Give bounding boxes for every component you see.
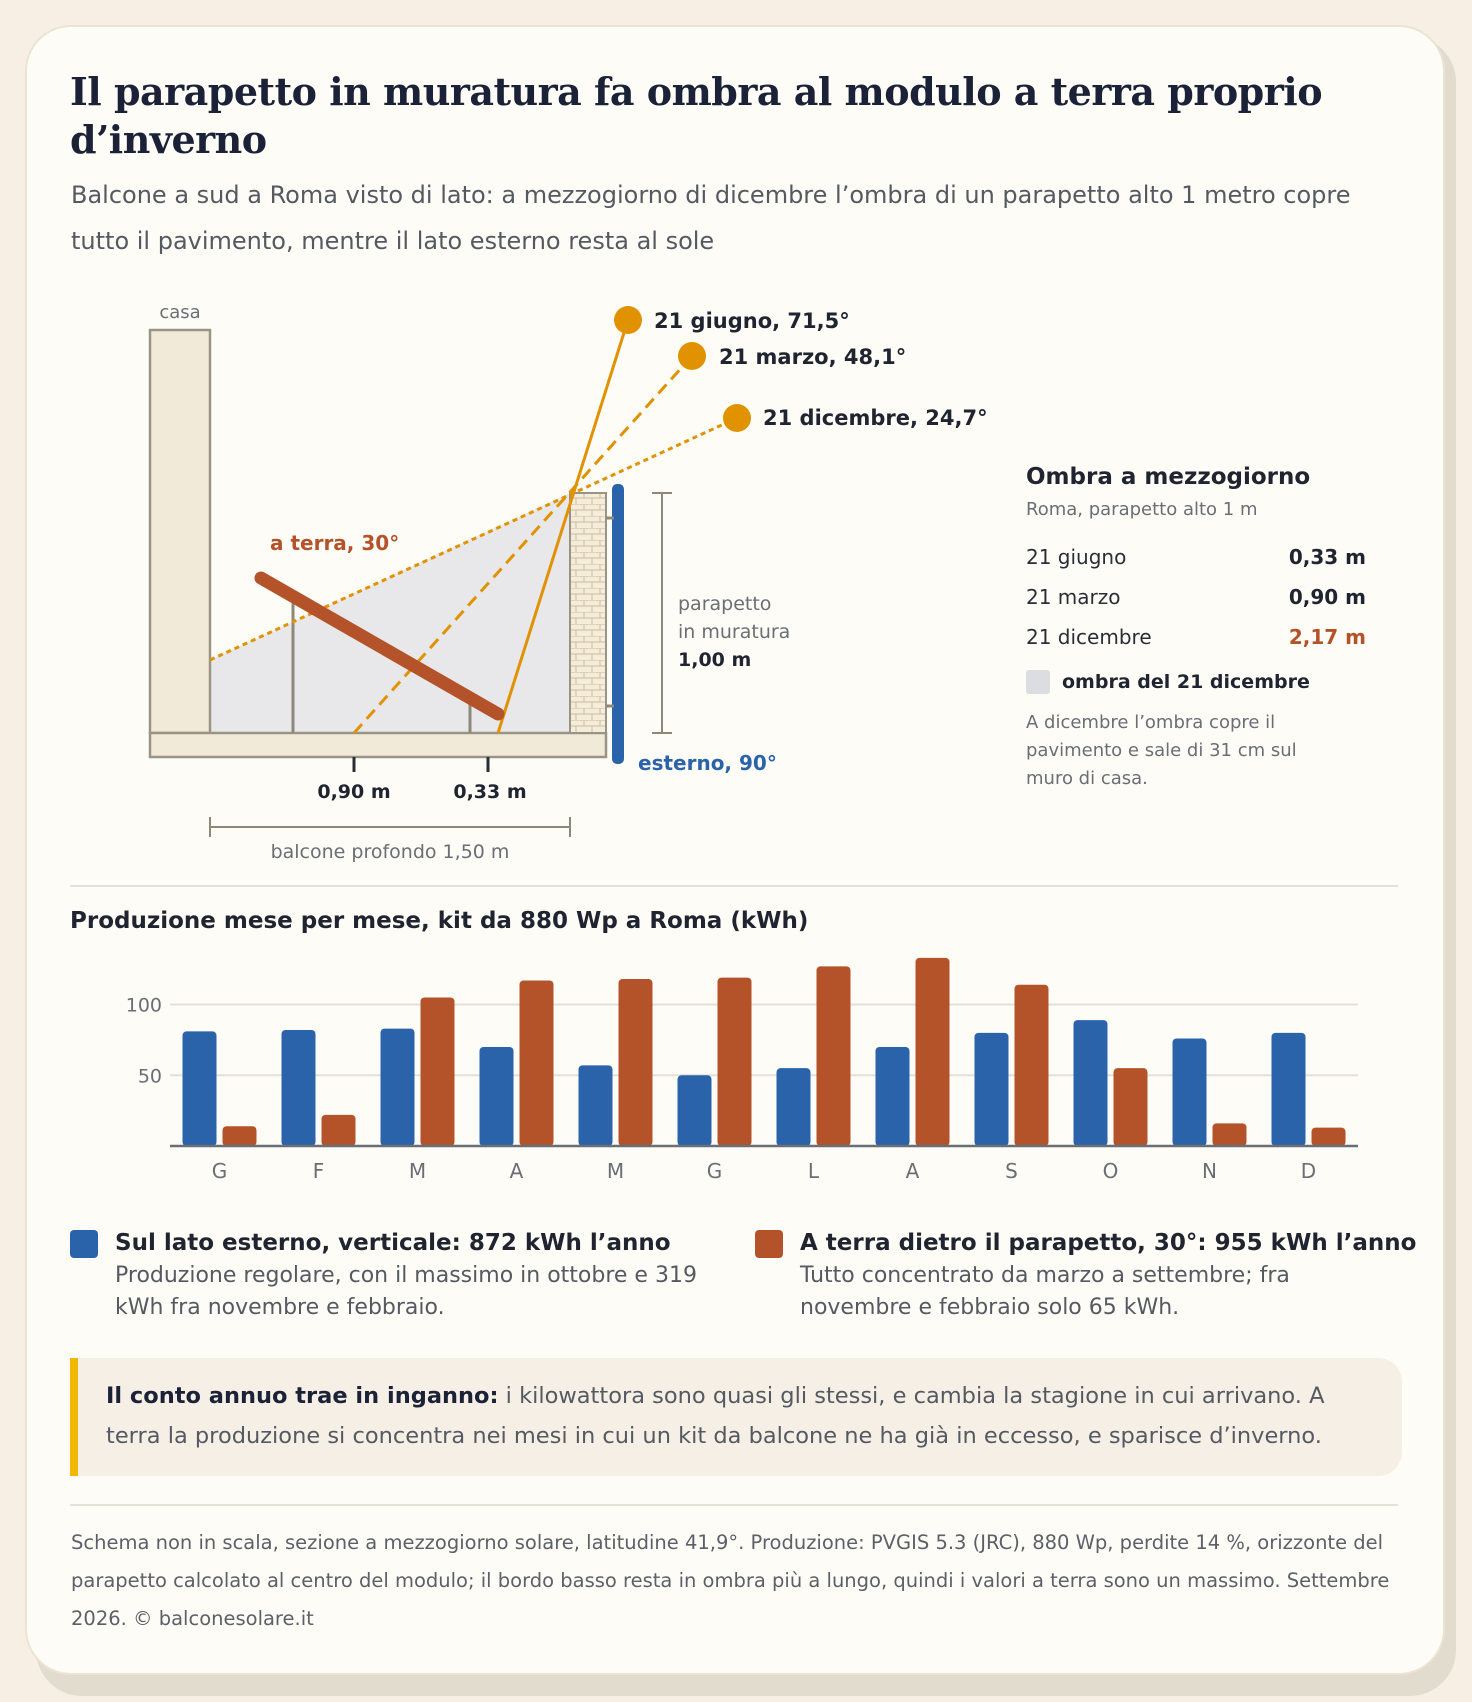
masonry-parapet [569, 492, 607, 734]
bar-ground [915, 957, 950, 1146]
callout-bold: Il conto annuo trae in inganno: [106, 1383, 499, 1409]
bar-ground [1014, 984, 1049, 1146]
bar-exterior [479, 1046, 514, 1146]
shadow-note: A dicembre l’ombra copre il pavimento e … [1026, 712, 1297, 789]
balcony-section-diagram: casa 21 giugno, 71,5° 21 marzo, 48,1° 21… [148, 302, 988, 863]
y-tick-label: 50 [138, 1065, 162, 1087]
sun-june-label: 21 giugno, 71,5° [654, 309, 850, 333]
shadow-row-label: 21 marzo [1026, 585, 1121, 609]
x-tick-label: F [313, 1159, 325, 1183]
bar-exterior [1271, 1032, 1306, 1146]
x-tick-label: S [1005, 1159, 1018, 1183]
legend-ground-title: A terra dietro il parapetto, 30°: 955 kW… [800, 1230, 1417, 1256]
page-title: Il parapetto in muratura fa ombra al mod… [70, 69, 1323, 162]
x-tick-label: G [707, 1159, 723, 1183]
shadow-table-subtitle: Roma, parapetto alto 1 m [1026, 499, 1258, 520]
legend-exterior-title: Sul lato esterno, verticale: 872 kWh l’a… [115, 1230, 671, 1256]
shadow-row-value: 0,33 m [1288, 545, 1366, 569]
legend-ground-swatch [755, 1230, 783, 1258]
legend-exterior-desc: Produzione regolare, con il massimo in o… [115, 1263, 697, 1320]
y-tick-label: 100 [126, 995, 162, 1017]
x-tick-label: M [607, 1159, 624, 1183]
bar-exterior [974, 1032, 1009, 1146]
shadow-legend-label: ombra del 21 dicembre [1062, 671, 1310, 693]
x-tick-label: N [1202, 1159, 1217, 1183]
legend-ground-desc: Tutto concentrato da marzo a settembre; … [800, 1263, 1290, 1320]
x-tick-label: G [212, 1159, 228, 1183]
shadow-legend-swatch [1026, 670, 1050, 694]
bar-exterior [677, 1075, 712, 1146]
bar-ground [420, 997, 455, 1146]
legend-exterior-swatch [70, 1230, 98, 1258]
x-tick-label: A [906, 1159, 920, 1183]
monthly-production-chart: 50 100 G F M A M G L A S O N D [126, 957, 1358, 1183]
shadow-legend: ombra del 21 dicembre [1026, 667, 1366, 697]
depth-label: balcone profondo 1,50 m [271, 841, 510, 863]
footer-note: Schema non in scala, sezione a mezzogior… [71, 1531, 1390, 1630]
sun-ray-june [496, 319, 630, 734]
bar-ground [1311, 1127, 1346, 1146]
bar-exterior [380, 1028, 415, 1146]
chart-title: Produzione mese per mese, kit da 880 Wp … [70, 908, 809, 934]
shadow-row-label: 21 giugno [1026, 545, 1127, 569]
facade-panel-label: esterno, 90° [638, 751, 777, 775]
footer-divider [70, 1504, 1398, 1506]
december-shadow-area [210, 493, 570, 733]
parapet-height-value: 1,00 m [678, 649, 751, 671]
bar-exterior [281, 1029, 316, 1146]
section-divider [70, 885, 1398, 887]
sun-march-label: 21 marzo, 48,1° [719, 345, 906, 369]
parapet-label-1: parapetto [678, 593, 771, 615]
shadow-row-march: 21 marzo 0,90 m [1026, 577, 1366, 617]
shadow-row-value: 0,90 m [1288, 585, 1366, 609]
bar-exterior [1172, 1038, 1207, 1146]
bar-exterior [875, 1046, 910, 1146]
sun-december-label: 21 dicembre, 24,7° [763, 406, 988, 430]
march-shadow-label: 0,90 m [317, 781, 390, 803]
sun-december [723, 404, 751, 432]
sun-march [678, 342, 706, 370]
callout-box: Il conto annuo trae in inganno: i kilowa… [70, 1358, 1402, 1476]
ground-panel-label: a terra, 30° [270, 531, 399, 555]
x-tick-label: A [510, 1159, 524, 1183]
sun-ray-december [209, 416, 738, 662]
x-tick-label: L [808, 1159, 820, 1183]
bar-exterior [182, 1031, 217, 1146]
bar-ground [222, 1126, 257, 1146]
parapet-label-2: in muratura [678, 621, 790, 643]
ground-panel [254, 571, 505, 721]
callout-accent-bar [70, 1358, 78, 1476]
bar-ground [816, 966, 851, 1146]
bar-ground [1212, 1123, 1247, 1146]
shadow-row-value: 2,17 m [1288, 625, 1366, 649]
facade-panel [612, 484, 624, 764]
shadow-table-title: Ombra a mezzogiorno [1026, 464, 1311, 490]
bar-exterior [1073, 1020, 1108, 1146]
shadow-table: Ombra a mezzogiorno Roma, parapetto alto… [1026, 462, 1366, 793]
shadow-row-label: 21 dicembre [1026, 625, 1152, 649]
bar-ground [1113, 1068, 1148, 1146]
x-tick-label: O [1103, 1159, 1119, 1183]
bar-ground [519, 980, 554, 1146]
june-shadow-label: 0,33 m [453, 781, 526, 803]
x-tick-label: M [409, 1159, 426, 1183]
page-subtitle: Balcone a sud a Roma visto di lato: a me… [71, 181, 1351, 255]
house-label: casa [159, 302, 200, 323]
bar-exterior [776, 1068, 811, 1146]
balcony-floor [148, 731, 608, 759]
callout-body: i kilowattora sono quasi gli stessi, e c… [106, 1383, 1325, 1449]
bar-exterior [578, 1065, 613, 1146]
x-tick-label: D [1301, 1159, 1316, 1183]
bar-ground [321, 1114, 356, 1146]
sun-june [614, 306, 642, 334]
bar-ground [717, 977, 752, 1146]
shadow-row-december: 21 dicembre 2,17 m [1026, 617, 1366, 657]
callout-text: Il conto annuo trae in inganno: i kilowa… [106, 1376, 1386, 1456]
bar-ground [618, 979, 653, 1146]
shadow-row-june: 21 giugno 0,33 m [1026, 537, 1366, 577]
